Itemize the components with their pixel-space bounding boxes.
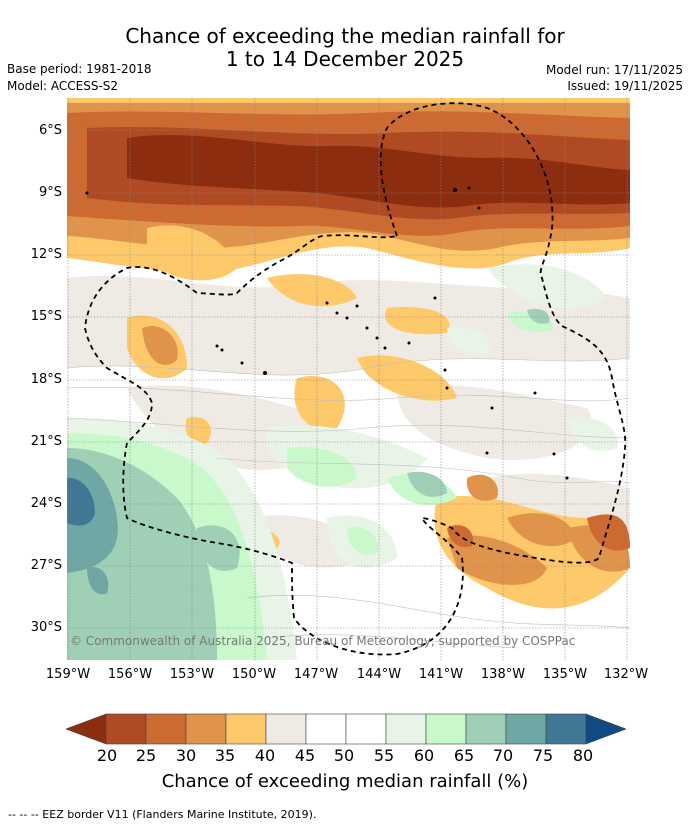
eez-border bbox=[84, 102, 627, 656]
lon-label: 144°W bbox=[356, 667, 402, 682]
wet-region-southwest bbox=[67, 418, 297, 660]
colorbar-segment bbox=[145, 713, 187, 745]
colorbar-tick-label: 30 bbox=[175, 746, 197, 765]
lon-label: 135°W bbox=[542, 667, 588, 682]
lon-label: 138°W bbox=[480, 667, 526, 682]
colorbar-segment bbox=[105, 713, 147, 745]
lon-label: 150°W bbox=[231, 667, 277, 682]
model-name: Model: ACCESS-S2 bbox=[7, 79, 119, 93]
contour-lines bbox=[67, 357, 630, 649]
rainfall-map: © Commonwealth of Australia 2025, Bureau… bbox=[67, 98, 630, 660]
lat-label: 6°S bbox=[38, 123, 62, 138]
rainfall-map-svg: © Commonwealth of Australia 2025, Bureau… bbox=[67, 98, 630, 660]
lon-label: 132°W bbox=[603, 667, 649, 682]
base-period: Base period: 1981-2018 bbox=[7, 62, 152, 76]
lon-label: 159°W bbox=[45, 667, 91, 682]
wet-patches-center bbox=[266, 264, 618, 568]
lon-label: 141°W bbox=[418, 667, 464, 682]
lat-label: 24°S bbox=[30, 496, 62, 511]
colorbar-segment bbox=[225, 713, 267, 745]
colorbar-tick-label: 35 bbox=[214, 746, 236, 765]
colorbar-segment bbox=[265, 713, 307, 745]
lon-label: 156°W bbox=[107, 667, 153, 682]
colorbar-tick-label: 75 bbox=[532, 746, 554, 765]
islands bbox=[85, 186, 569, 480]
colorbar-tick-label: 45 bbox=[294, 746, 316, 765]
lon-label: 153°W bbox=[169, 667, 215, 682]
colorbar-title: Chance of exceeding median rainfall (%) bbox=[161, 771, 529, 792]
colorbar-segment bbox=[185, 713, 227, 745]
title-line-2: 1 to 14 December 2025 bbox=[225, 47, 465, 71]
lat-label: 12°S bbox=[30, 247, 62, 262]
lat-label: 21°S bbox=[30, 434, 62, 449]
eez-legend: -- -- -- EEZ border V11 (Flanders Marine… bbox=[8, 808, 317, 821]
lon-label: 147°W bbox=[293, 667, 339, 682]
lat-label: 15°S bbox=[30, 309, 62, 324]
lat-label: 9°S bbox=[38, 185, 62, 200]
colorbar-segment bbox=[465, 713, 507, 745]
colorbar-tick-label: 65 bbox=[453, 746, 475, 765]
colorbar-segment bbox=[505, 713, 547, 745]
driest-patches-south bbox=[447, 514, 630, 551]
lat-label: 30°S bbox=[30, 620, 62, 635]
lat-label: 18°S bbox=[30, 372, 62, 387]
colorbar-tick-label: 55 bbox=[373, 746, 395, 765]
colorbar-tick-label: 40 bbox=[254, 746, 276, 765]
title-line-1: Chance of exceeding the median rainfall … bbox=[125, 24, 565, 48]
colorbar-tick-label: 80 bbox=[572, 746, 594, 765]
model-run: Model run: 17/11/2025 bbox=[545, 63, 683, 77]
colorbar-segment bbox=[66, 713, 107, 745]
colorbar-segment bbox=[305, 713, 347, 745]
colorbar-tick-label: 50 bbox=[333, 746, 355, 765]
colorbar-tick-label: 20 bbox=[96, 746, 118, 765]
colorbar-segment bbox=[425, 713, 467, 745]
colorbar-segment bbox=[585, 713, 626, 745]
dry-band-north bbox=[67, 98, 630, 274]
colorbar-segment bbox=[545, 713, 587, 745]
lat-label: 27°S bbox=[30, 558, 62, 573]
colorbar bbox=[66, 713, 626, 745]
colorbar-tick-label: 60 bbox=[413, 746, 435, 765]
issued-date: Issued: 19/11/2025 bbox=[567, 79, 683, 93]
colorbar-segment bbox=[345, 713, 387, 745]
colorbar-segment bbox=[385, 713, 427, 745]
graticule bbox=[67, 98, 630, 660]
copyright-notice: © Commonwealth of Australia 2025, Bureau… bbox=[70, 634, 575, 648]
colorbar-tick-label: 25 bbox=[135, 746, 157, 765]
colorbar-tick-label: 70 bbox=[492, 746, 514, 765]
